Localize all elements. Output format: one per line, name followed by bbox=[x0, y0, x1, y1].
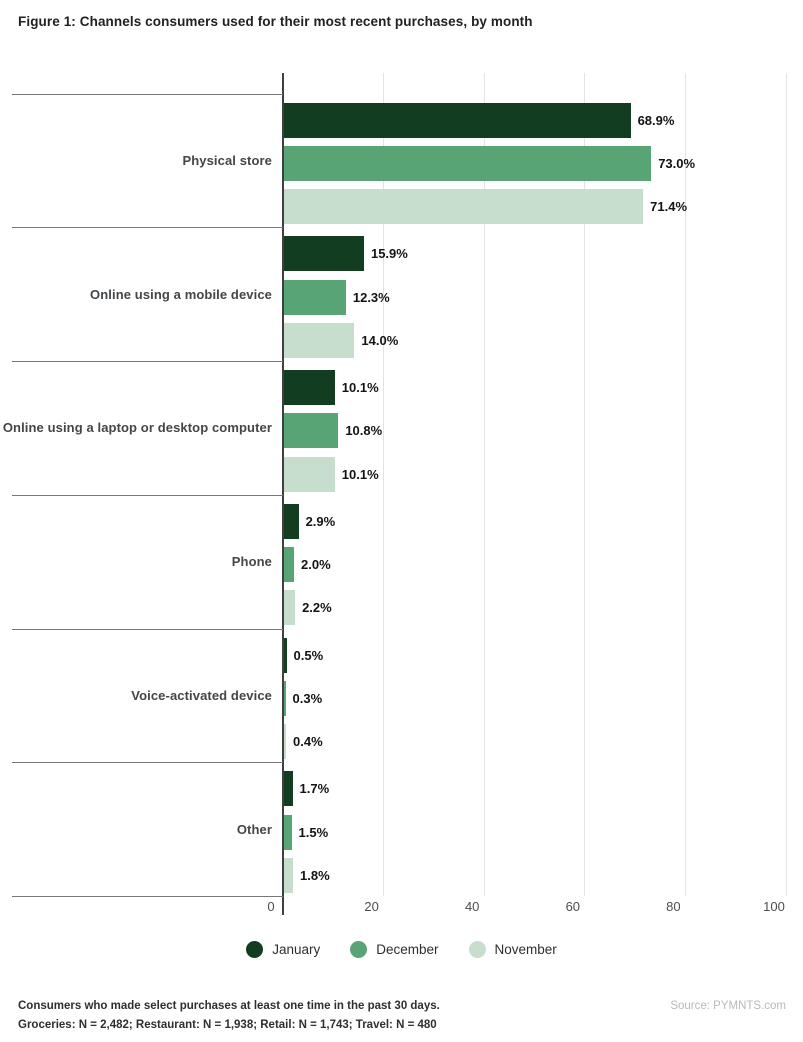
category-divider bbox=[12, 227, 283, 229]
bar-november bbox=[284, 189, 644, 225]
bar-january bbox=[284, 102, 631, 138]
bar-december bbox=[284, 146, 652, 181]
bar-november bbox=[284, 323, 355, 359]
figure-title: Figure 1: Channels consumers used for th… bbox=[18, 14, 533, 29]
legend-item-january: January bbox=[246, 940, 321, 958]
legend-swatch-january bbox=[246, 940, 264, 958]
bar-november bbox=[284, 724, 286, 760]
category-divider bbox=[12, 896, 283, 897]
bar-december bbox=[284, 547, 295, 583]
x-axis-tick-label: 0 bbox=[267, 899, 275, 914]
footer-note-line1: Consumers who made select purchases at l… bbox=[18, 1000, 440, 1012]
bar-value-label: 1.7% bbox=[299, 781, 330, 797]
category-label: Voice-activated device bbox=[131, 687, 272, 703]
bar-december bbox=[284, 680, 286, 716]
bar-value-label: 68.9% bbox=[637, 112, 675, 128]
legend-label: January bbox=[272, 941, 321, 957]
legend-item-december: December bbox=[350, 940, 439, 958]
category-divider bbox=[12, 628, 283, 630]
category-label: Online using a mobile device bbox=[90, 286, 272, 302]
bar-value-label: 1.8% bbox=[300, 867, 330, 883]
bar-value-label: 2.9% bbox=[305, 513, 336, 529]
bar-value-label: 10.8% bbox=[345, 423, 383, 439]
legend: January December November bbox=[0, 938, 803, 960]
footer-note-line2: Groceries: N = 2,482; Restaurant: N = 1,… bbox=[18, 1019, 437, 1031]
bar-value-label: 1.5% bbox=[298, 824, 329, 840]
category-label: Online using a laptop or desktop compute… bbox=[2, 420, 272, 436]
bar-value-label: 2.0% bbox=[301, 557, 331, 573]
bar-january bbox=[284, 370, 335, 406]
bar-november bbox=[284, 857, 294, 893]
gridline bbox=[584, 73, 586, 896]
x-axis-tick-label: 80 bbox=[666, 899, 681, 914]
legend-swatch-november bbox=[468, 940, 486, 958]
bar-november bbox=[284, 590, 296, 626]
legend-label: December bbox=[376, 941, 439, 957]
category-divider bbox=[12, 361, 283, 363]
bar-value-label: 73.0% bbox=[658, 156, 696, 171]
legend-item-november: November bbox=[468, 940, 557, 958]
bar-value-label: 0.5% bbox=[293, 647, 324, 663]
x-axis-tick-label: 60 bbox=[565, 899, 581, 914]
gridline bbox=[383, 73, 385, 896]
bar-january bbox=[284, 236, 364, 272]
x-axis-tick-label: 40 bbox=[464, 899, 480, 914]
bar-value-label: 14.0% bbox=[361, 333, 399, 349]
bar-november bbox=[284, 456, 335, 492]
x-axis-tick-label: 20 bbox=[364, 899, 379, 914]
category-label: Phone bbox=[231, 554, 272, 570]
gridline bbox=[785, 73, 787, 896]
bar-december bbox=[284, 279, 346, 315]
category-label: Physical store bbox=[182, 153, 272, 169]
x-axis-tick-label: 100 bbox=[763, 899, 785, 914]
bar-value-label: 10.1% bbox=[341, 380, 379, 396]
gridline bbox=[684, 73, 686, 896]
legend-swatch-december bbox=[350, 940, 368, 958]
bar-december bbox=[284, 814, 292, 850]
category-label: Other bbox=[236, 821, 272, 837]
category-divider bbox=[12, 494, 283, 496]
category-divider bbox=[12, 762, 283, 764]
bar-value-label: 10.1% bbox=[341, 466, 379, 482]
footer-source: Source: PYMNTS.com bbox=[670, 1000, 786, 1012]
bar-value-label: 71.4% bbox=[650, 199, 688, 215]
gridline bbox=[483, 73, 485, 896]
bar-value-label: 2.2% bbox=[302, 600, 332, 616]
bar-december bbox=[284, 413, 339, 449]
category-divider bbox=[12, 93, 283, 95]
bar-january bbox=[284, 637, 287, 673]
bar-january bbox=[284, 771, 293, 807]
bar-value-label: 12.3% bbox=[352, 289, 390, 305]
bar-value-label: 0.4% bbox=[293, 734, 323, 750]
bar-value-label: 15.9% bbox=[370, 246, 408, 262]
bar-value-label: 0.3% bbox=[292, 690, 323, 706]
y-axis-line bbox=[282, 73, 284, 915]
legend-label: November bbox=[494, 941, 557, 957]
bar-january bbox=[284, 503, 299, 539]
